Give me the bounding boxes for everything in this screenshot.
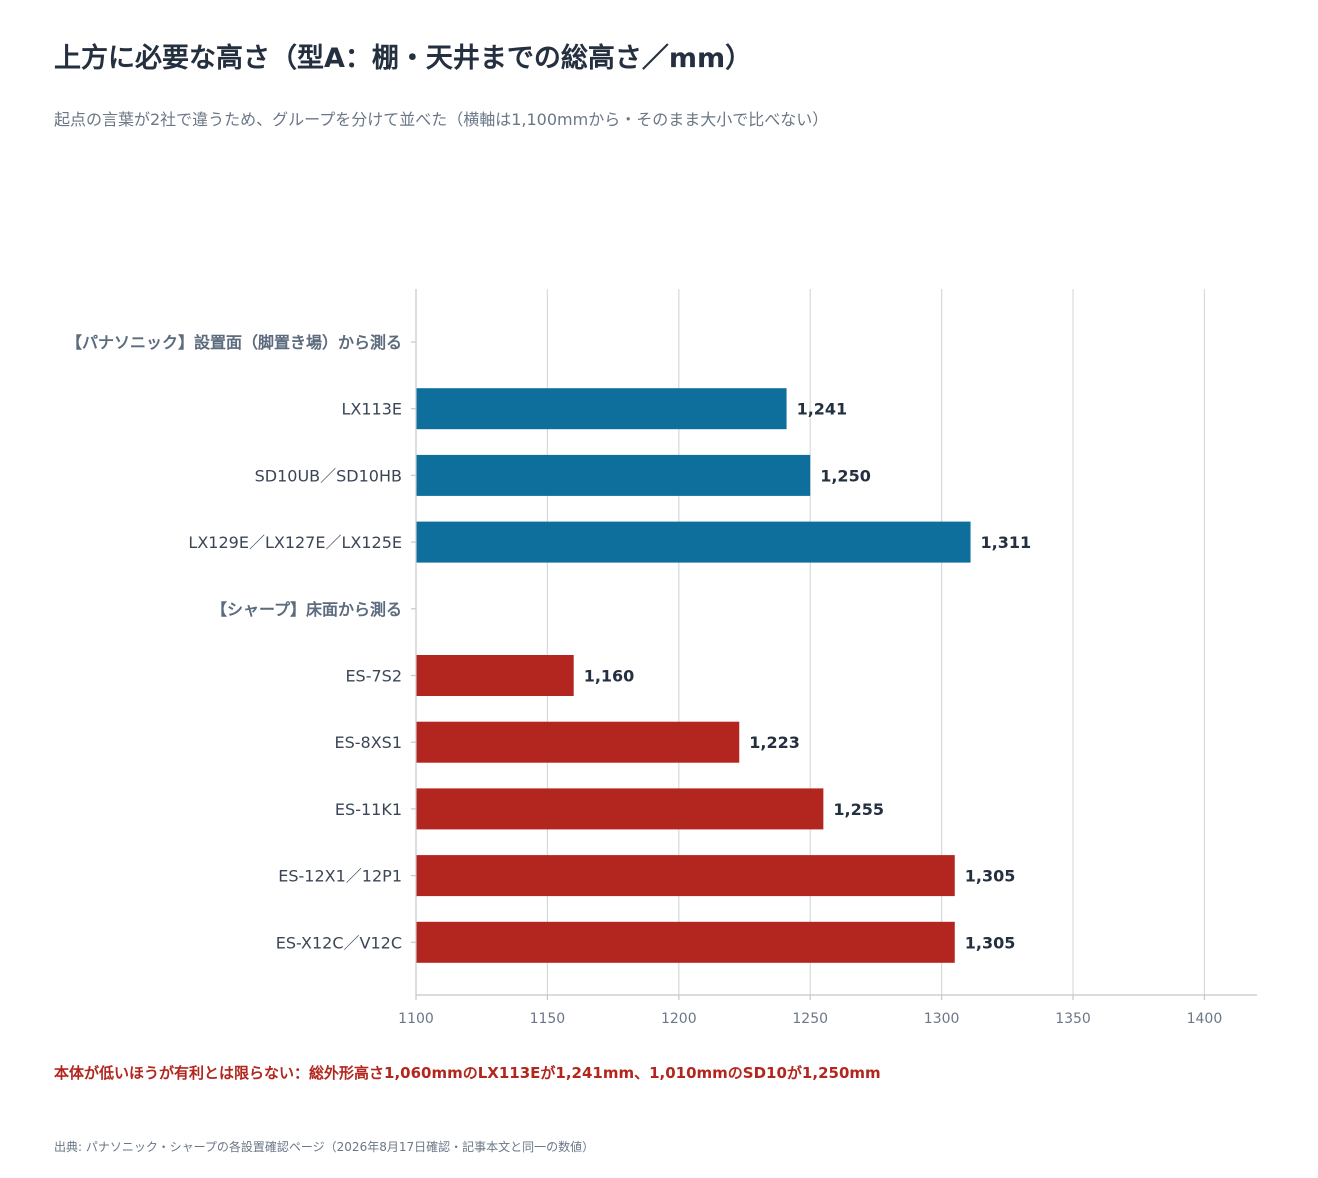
bar: [416, 454, 811, 496]
category-labels: 【パナソニック】設置面（脚置き場）から測る LX113E 1,241 SD10UB／S…: [66, 333, 1031, 952]
category-label: LX129E／LX127E／LX125E: [188, 533, 402, 552]
data-label: 1,305: [965, 867, 1016, 886]
category-label: LX113E: [341, 400, 402, 419]
chart-subtitle: 起点の言葉が2社で違うため、グループを分けて並べた（横軸は1,100mmから・そ…: [54, 110, 829, 129]
category-label: ES-12X1／12P1: [278, 867, 402, 886]
chart-title: 上方に必要な高さ（型A：棚・天井までの総高さ／mm）: [54, 43, 753, 74]
category-label: SD10UB／SD10HB: [255, 466, 402, 485]
bar: [416, 521, 971, 563]
bar: [416, 721, 740, 763]
bar: [416, 788, 824, 830]
x-tick-label: 1200: [661, 1011, 697, 1027]
x-tick-label: 1150: [530, 1011, 566, 1027]
bar: [416, 855, 955, 897]
data-label: 1,305: [965, 933, 1016, 952]
data-label: 1,250: [820, 466, 871, 485]
source-note: 出典: パナソニック・シャープの各設置確認ページ（2026年8月17日確認・記事…: [54, 1140, 595, 1154]
x-tick-label: 1250: [792, 1011, 828, 1027]
bar: [416, 921, 955, 963]
bars: [416, 388, 971, 963]
x-tick-label: 1300: [924, 1011, 960, 1027]
group-header-label: 【シャープ】床面から測る: [211, 600, 402, 619]
x-tick-label: 1400: [1187, 1011, 1223, 1027]
data-label: 1,160: [584, 667, 635, 686]
data-label: 1,255: [833, 800, 884, 819]
x-axis: 1100 1150 1200 1250 1300 1350 1400: [398, 289, 1257, 1027]
category-label: ES-11K1: [335, 800, 402, 819]
data-label: 1,311: [981, 533, 1032, 552]
bar: [416, 388, 787, 430]
bar: [416, 655, 574, 696]
category-label: ES-X12C／V12C: [276, 933, 402, 952]
category-label: ES-8XS1: [334, 733, 402, 752]
x-tick-label: 1100: [398, 1011, 434, 1027]
x-tick-label: 1350: [1055, 1011, 1091, 1027]
chart-annotation: 本体が低いほうが有利とは限らない：総外形高さ1,060mmのLX113Eが1,2…: [54, 1064, 881, 1082]
category-label: ES-7S2: [345, 667, 402, 686]
group-header-label: 【パナソニック】設置面（脚置き場）から測る: [66, 333, 402, 352]
data-label: 1,241: [797, 400, 848, 419]
data-label: 1,223: [749, 733, 800, 752]
